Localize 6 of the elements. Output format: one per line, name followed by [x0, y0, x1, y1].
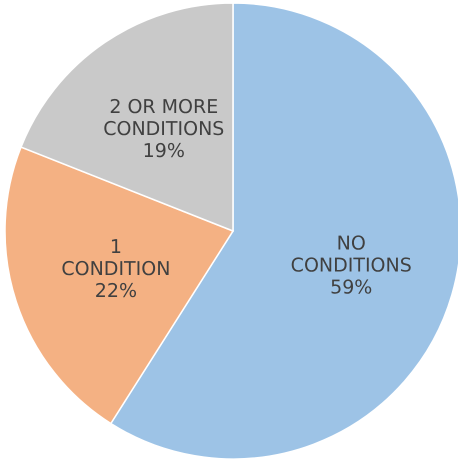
data-label: 19%	[142, 140, 185, 162]
data-label: 22%	[94, 280, 138, 302]
data-label: 59%	[330, 276, 372, 298]
slice-label: 1 CONDITION	[61, 236, 170, 280]
slice-label: NO CONDITIONS	[290, 232, 412, 276]
slice-label: 2 OR MORE CONDITIONS	[103, 96, 224, 140]
